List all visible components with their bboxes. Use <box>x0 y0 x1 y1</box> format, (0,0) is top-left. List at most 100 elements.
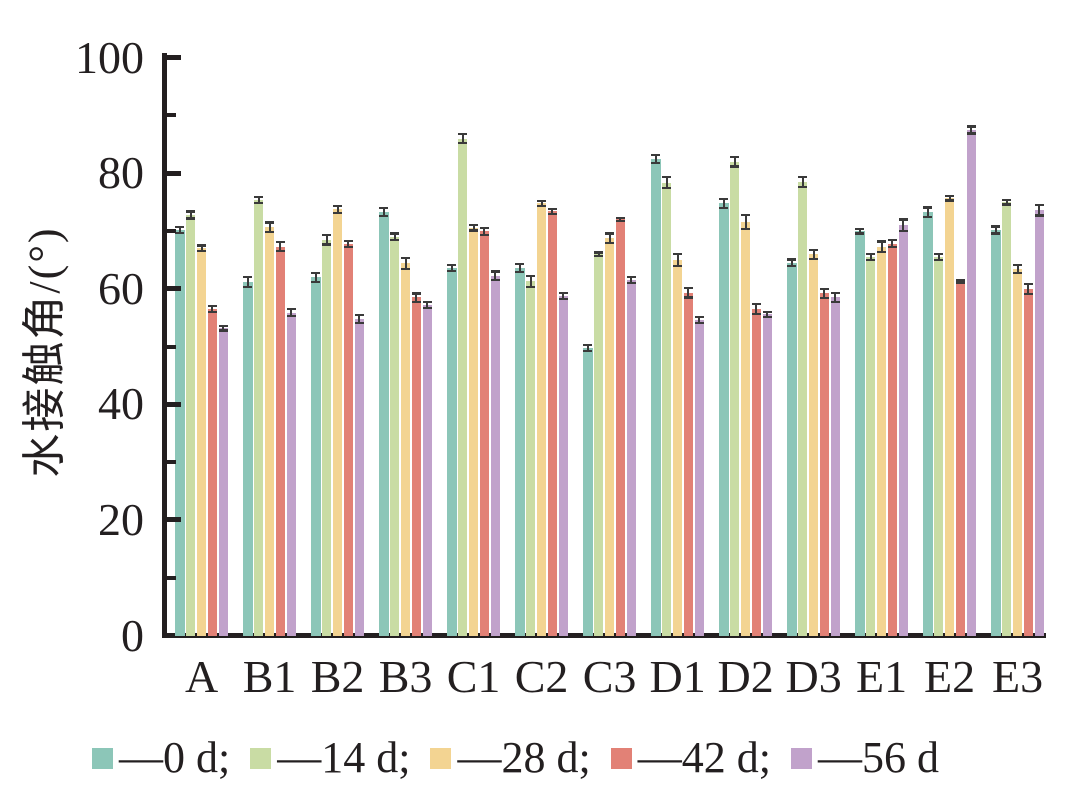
y-minor-tick-10 <box>167 575 176 580</box>
bar-B2-42d <box>343 243 354 636</box>
errorbar-cap-top <box>762 310 772 314</box>
errorbar-C2-0d <box>518 263 521 273</box>
bar-C3-28d <box>604 237 615 636</box>
errorbar-cap-top <box>515 262 525 266</box>
x-label-C1: C1 <box>446 651 501 702</box>
errorbar-C1-14d <box>461 133 464 144</box>
legend-swatch-icon <box>610 747 632 769</box>
errorbar-cap-top <box>955 279 965 282</box>
errorbar-cap-top <box>683 287 693 290</box>
bar-C2-28d <box>536 203 547 636</box>
y-major-tick-80 <box>167 170 181 176</box>
errorbar-cap-top <box>877 240 887 243</box>
errorbar-cap-top <box>934 253 944 256</box>
errorbar-cap-bottom <box>809 257 819 260</box>
errorbar-cap-bottom <box>411 300 421 303</box>
bar-E2-0d <box>923 211 933 636</box>
errorbar-cap-top <box>751 302 761 306</box>
x-label-B2: B2 <box>310 651 365 702</box>
x-label-E3: E3 <box>992 651 1044 702</box>
y-major-tick-60 <box>167 286 181 292</box>
x-label-E2: E2 <box>924 651 976 702</box>
errorbar-cap-bottom <box>1002 203 1012 206</box>
legend-label: —14 d; <box>277 733 411 782</box>
errorbar-cap-top <box>1002 198 1012 202</box>
bar-E1-0d <box>855 231 865 636</box>
bar-E1-42d <box>887 243 898 636</box>
errorbar-cap-top <box>651 153 661 156</box>
x-label-B1: B1 <box>242 651 297 702</box>
bar-E1-56d <box>898 225 909 636</box>
errorbar-E2-56d <box>970 126 973 134</box>
bar-A-56d <box>218 328 229 636</box>
errorbar-cap-top <box>819 287 829 290</box>
errorbar-cap-top <box>673 253 683 256</box>
bar-C2-0d <box>515 268 525 636</box>
y-minor-tick-50 <box>167 344 176 349</box>
errorbar-cap-top <box>991 225 1001 228</box>
errorbar-A-56d <box>222 325 225 331</box>
errorbar-D2-28d <box>744 214 747 229</box>
errorbar-C3-14d <box>597 252 600 256</box>
bar-B1-14d <box>253 199 264 636</box>
x-label-C3: C3 <box>582 651 637 702</box>
errorbar-B2-42d <box>347 240 350 247</box>
y-major-tick-40 <box>167 401 181 407</box>
errorbar-C2-42d <box>551 209 554 214</box>
errorbar-E1-56d <box>902 219 905 232</box>
errorbar-A-14d <box>189 211 192 219</box>
errorbar-D3-0d <box>790 259 793 267</box>
legend: —0 d; —14 d; —28 d; —42 d; —56 d <box>92 733 939 782</box>
errorbar-D2-0d <box>722 198 725 208</box>
errorbar-cap-top <box>175 225 185 229</box>
errorbar-cap-top <box>469 223 479 226</box>
errorbar-cap-top <box>322 234 332 237</box>
errorbar-D3-14d <box>801 177 804 187</box>
errorbar-cap-top <box>526 275 536 278</box>
errorbar-cap-bottom <box>558 297 568 300</box>
x-label-D1: D1 <box>649 651 706 702</box>
errorbar-cap-bottom <box>991 232 1001 235</box>
errorbar-cap-bottom <box>741 227 751 230</box>
errorbar-cap-top <box>923 206 933 209</box>
y-minor-tick-90 <box>167 113 176 118</box>
errorbar-cap-bottom <box>275 250 285 253</box>
errorbar-C2-56d <box>562 292 565 299</box>
errorbar-B1-56d <box>290 309 293 316</box>
errorbar-cap-top <box>333 204 343 207</box>
errorbar-cap-top <box>809 248 819 251</box>
bar-E2-28d <box>944 198 955 636</box>
errorbar-cap-bottom <box>787 265 797 268</box>
errorbar-cap-bottom <box>615 220 625 223</box>
errorbar-cap-top <box>490 270 500 273</box>
bar-C2-56d <box>558 295 569 636</box>
errorbar-cap-top <box>558 291 568 295</box>
errorbar-cap-bottom <box>866 258 876 262</box>
errorbar-cap-top <box>379 206 389 210</box>
errorbar-cap-top <box>479 226 489 229</box>
errorbar-cap-top <box>694 316 704 319</box>
errorbar-C2-14d <box>529 276 532 287</box>
errorbar-cap-bottom <box>333 211 343 214</box>
bar-B1-28d <box>264 226 275 636</box>
y-tick-label-100: 100 <box>75 31 144 83</box>
errorbar-C1-42d <box>483 227 486 235</box>
errorbar-D1-42d <box>687 288 690 298</box>
y-tick-label-60: 60 <box>98 262 144 314</box>
errorbar-A-0d <box>178 226 181 233</box>
errorbar-cap-bottom <box>719 206 729 210</box>
errorbar-cap-bottom <box>594 254 604 258</box>
errorbar-B2-56d <box>358 314 361 323</box>
errorbar-cap-bottom <box>877 250 887 254</box>
errorbar-E3-56d <box>1038 205 1041 216</box>
errorbar-cap-bottom <box>830 301 840 304</box>
bar-D1-28d <box>672 259 683 636</box>
bar-D1-42d <box>683 292 694 636</box>
errorbar-cap-top <box>422 301 432 304</box>
bar-D2-14d <box>729 161 740 636</box>
bar-A-0d <box>175 229 185 636</box>
errorbar-cap-bottom <box>1023 293 1033 296</box>
errorbar-cap-bottom <box>626 282 636 285</box>
bar-B2-0d <box>311 277 321 636</box>
errorbar-C3-28d <box>608 233 611 243</box>
